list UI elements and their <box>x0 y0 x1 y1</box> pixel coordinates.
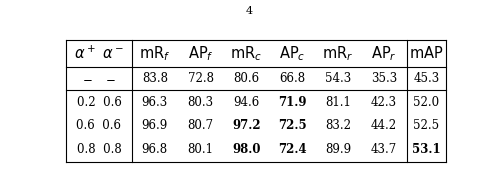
Text: 4: 4 <box>246 6 252 16</box>
Text: $\mathrm{mR}_c$: $\mathrm{mR}_c$ <box>231 44 262 63</box>
Text: 53.1: 53.1 <box>412 143 441 156</box>
Text: $\mathrm{mR}_f$: $\mathrm{mR}_f$ <box>139 44 170 63</box>
Text: 80.6: 80.6 <box>234 72 259 85</box>
Text: 80.7: 80.7 <box>188 119 214 133</box>
Text: 44.2: 44.2 <box>371 119 397 133</box>
Text: 96.8: 96.8 <box>142 143 168 156</box>
Text: 94.6: 94.6 <box>233 96 259 109</box>
Text: 52.5: 52.5 <box>413 119 440 133</box>
Text: 72.5: 72.5 <box>278 119 307 133</box>
Text: 83.8: 83.8 <box>142 72 168 85</box>
Text: 89.9: 89.9 <box>325 143 351 156</box>
Text: 97.2: 97.2 <box>232 119 261 133</box>
Text: 43.7: 43.7 <box>371 143 397 156</box>
Text: 72.8: 72.8 <box>188 72 214 85</box>
Text: 0.2  0.6: 0.2 0.6 <box>77 96 122 109</box>
Text: $\mathrm{mR}_r$: $\mathrm{mR}_r$ <box>322 44 354 63</box>
Text: 81.1: 81.1 <box>325 96 351 109</box>
Text: 54.3: 54.3 <box>325 72 351 85</box>
Text: 71.9: 71.9 <box>278 96 306 109</box>
Text: 72.4: 72.4 <box>278 143 307 156</box>
Text: 80.3: 80.3 <box>188 96 214 109</box>
Text: $\mathrm{AP}_f$: $\mathrm{AP}_f$ <box>188 44 214 63</box>
Text: 83.2: 83.2 <box>325 119 351 133</box>
Text: 52.0: 52.0 <box>413 96 440 109</box>
Text: 80.1: 80.1 <box>188 143 214 156</box>
Text: 35.3: 35.3 <box>371 72 397 85</box>
Text: $\alpha^+\ \alpha^-$: $\alpha^+\ \alpha^-$ <box>74 45 124 62</box>
Text: $-\quad -$: $-\quad -$ <box>82 72 116 85</box>
Text: 42.3: 42.3 <box>371 96 397 109</box>
Text: 98.0: 98.0 <box>232 143 260 156</box>
Text: $\mathrm{AP}_r$: $\mathrm{AP}_r$ <box>371 44 397 63</box>
Text: $\mathrm{AP}_c$: $\mathrm{AP}_c$ <box>279 44 305 63</box>
Text: 45.3: 45.3 <box>413 72 440 85</box>
Text: $\mathrm{mAP}$: $\mathrm{mAP}$ <box>409 45 444 61</box>
Text: 0.8  0.8: 0.8 0.8 <box>77 143 122 156</box>
Text: 96.9: 96.9 <box>141 119 168 133</box>
Text: 66.8: 66.8 <box>279 72 305 85</box>
Text: 96.3: 96.3 <box>141 96 168 109</box>
Text: 0.6  0.6: 0.6 0.6 <box>77 119 122 133</box>
